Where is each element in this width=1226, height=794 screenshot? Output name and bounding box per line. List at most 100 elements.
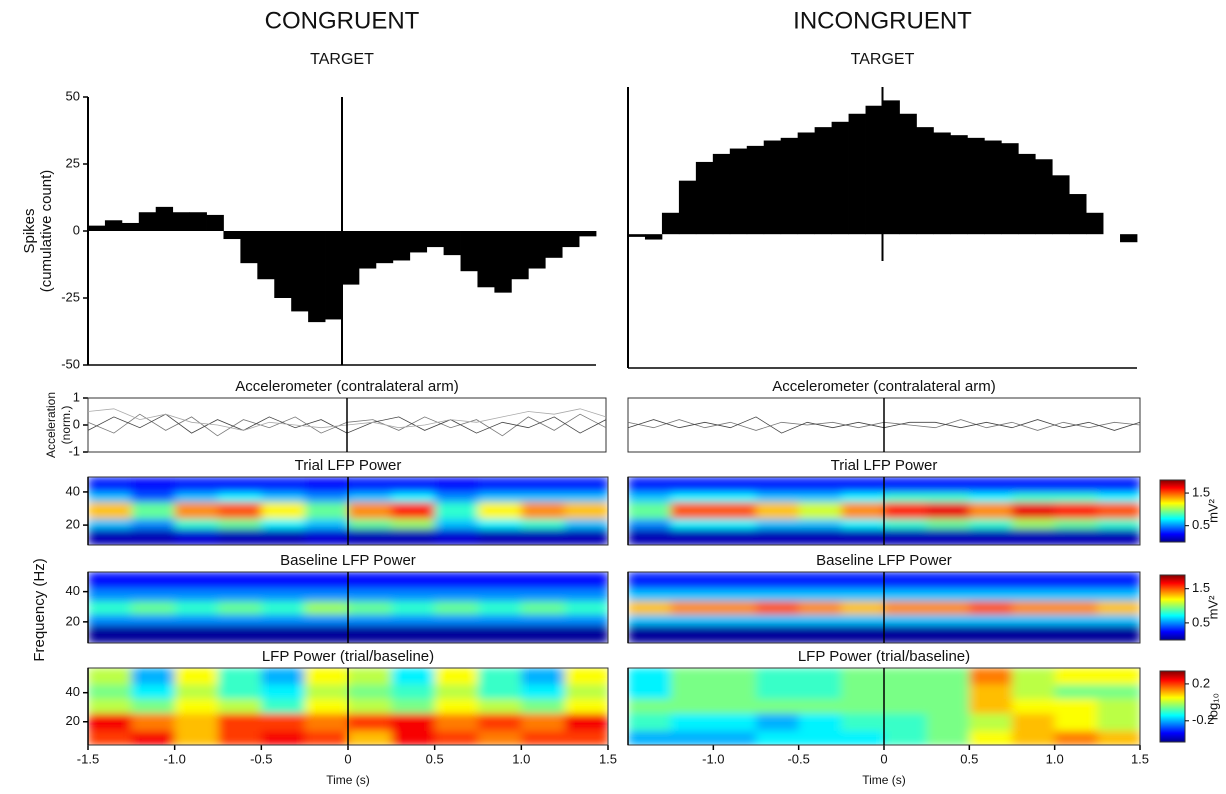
heatmap-cell <box>969 572 1013 590</box>
heatmap-cell <box>884 668 928 685</box>
histogram-bar <box>511 231 529 280</box>
heatmap-cell <box>1097 572 1140 590</box>
heatmap-cell <box>713 683 757 700</box>
histogram-bar <box>661 212 680 235</box>
heatmap-cell <box>841 501 885 519</box>
x-tick-label: -1.0 <box>163 751 185 766</box>
histogram-bar <box>1086 212 1104 235</box>
heatmap-cell <box>564 624 608 643</box>
heatmap-cell <box>174 588 219 602</box>
histogram-bar <box>206 214 224 231</box>
heatmap-cell <box>841 683 885 700</box>
heatmap-cell <box>261 588 306 602</box>
heatmap-cell <box>304 713 349 731</box>
heatmap-cell <box>261 518 306 529</box>
heatmap <box>88 477 608 545</box>
heatmap-cell <box>1054 501 1098 519</box>
heatmap-cell <box>884 600 928 615</box>
heatmap-cell <box>131 713 176 731</box>
y-tick-label: 1 <box>73 389 80 404</box>
heatmap-cell <box>798 683 842 700</box>
heatmap-cell <box>1012 518 1056 529</box>
heatmap-cells <box>628 572 1140 643</box>
histogram-bar <box>628 234 646 237</box>
heatmap-cell <box>434 491 479 503</box>
histogram-bar <box>695 161 714 235</box>
heatmap-cell <box>1054 528 1098 545</box>
histogram-bar <box>562 231 580 248</box>
heatmap-cell <box>1054 683 1098 700</box>
heatmap-cell <box>88 713 132 731</box>
y-tick-label: 20 <box>66 713 80 728</box>
histogram-bar <box>1018 153 1036 235</box>
histogram-bar <box>308 231 326 323</box>
heatmap-cell <box>88 491 132 503</box>
histogram-bar <box>865 105 883 235</box>
heatmap-cell <box>261 730 306 745</box>
heatmap-cell <box>670 668 714 685</box>
heatmap-cell <box>304 477 349 493</box>
heatmap-cell <box>713 713 757 731</box>
heatmap-cell <box>261 600 306 615</box>
panel-title: Accelerometer (contralateral arm) <box>772 378 995 395</box>
heatmap-cell <box>564 588 608 602</box>
histogram-bar <box>1052 175 1070 235</box>
heatmap-cell <box>218 588 262 602</box>
x-tick-label: -0.5 <box>787 751 809 766</box>
heatmap-cell <box>434 588 479 602</box>
heatmap-cell <box>218 624 262 643</box>
y-tick-label: 0 <box>73 416 80 431</box>
heatmap-cell <box>841 477 885 493</box>
heatmap-cell <box>174 668 219 685</box>
histogram-bar <box>950 135 968 235</box>
heatmap-cell <box>884 730 928 745</box>
heatmap-cell <box>434 528 479 545</box>
heatmap-cell <box>131 683 176 700</box>
heatmap-cell <box>564 501 608 519</box>
y-axis-label: (norm.) <box>59 406 73 445</box>
heatmap-cell <box>88 600 132 615</box>
heatmap-cell <box>926 698 970 714</box>
heatmap-cell <box>434 501 479 519</box>
panel-title: TARGET <box>851 51 915 68</box>
heatmap-cell <box>1097 624 1140 643</box>
heatmap-cell <box>218 518 262 529</box>
heatmap-cell <box>1012 668 1056 685</box>
heatmap-cell <box>1097 491 1140 503</box>
heatmap-cell <box>841 730 885 745</box>
x-tick-label: 1.0 <box>512 751 530 766</box>
heatmap-cell <box>798 730 842 745</box>
heatmap <box>88 668 608 745</box>
heatmap-cell <box>713 624 757 643</box>
heatmap-cell <box>261 698 306 714</box>
heatmap-cell <box>174 698 219 714</box>
colorbar-tick-label: 0.5 <box>1192 614 1210 629</box>
heatmap-cell <box>391 698 436 714</box>
heatmap-cell <box>628 624 672 643</box>
heatmap-cell <box>261 668 306 685</box>
heatmap-cell <box>670 572 714 590</box>
x-tick-label: 0 <box>344 751 351 766</box>
heatmap-cell <box>969 501 1013 519</box>
heatmap-cell <box>88 572 132 590</box>
heatmap-cell <box>434 698 479 714</box>
x-tick-label: 0.5 <box>960 751 978 766</box>
histogram-bar <box>104 220 123 231</box>
heatmap-cell <box>348 730 392 745</box>
heatmap-cell <box>391 501 436 519</box>
heatmap-cell <box>261 528 306 545</box>
heatmap-cell <box>348 713 392 731</box>
heatmap-cells <box>88 477 608 545</box>
heatmap-cell <box>841 528 885 545</box>
heatmap-cell <box>969 683 1013 700</box>
histogram-bar <box>1120 234 1138 243</box>
histogram-bar <box>984 140 1002 235</box>
heatmap-cell <box>348 528 392 545</box>
heatmap-cell <box>218 713 262 731</box>
histogram-bar <box>967 137 985 235</box>
x-tick-label: -1.0 <box>702 751 724 766</box>
heatmap-cell <box>391 713 436 731</box>
heatmap-cell <box>670 528 714 545</box>
histogram-bar <box>138 212 157 231</box>
heatmap-cell <box>261 501 306 519</box>
